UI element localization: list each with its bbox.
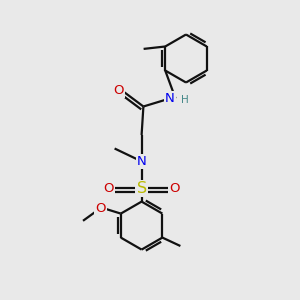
Text: O: O	[113, 83, 124, 97]
Text: S: S	[136, 181, 147, 196]
Text: O: O	[103, 182, 114, 195]
Text: N: N	[165, 92, 175, 105]
Text: N: N	[137, 155, 146, 168]
Text: O: O	[169, 182, 180, 195]
Text: O: O	[95, 202, 106, 215]
Text: H: H	[181, 95, 188, 105]
